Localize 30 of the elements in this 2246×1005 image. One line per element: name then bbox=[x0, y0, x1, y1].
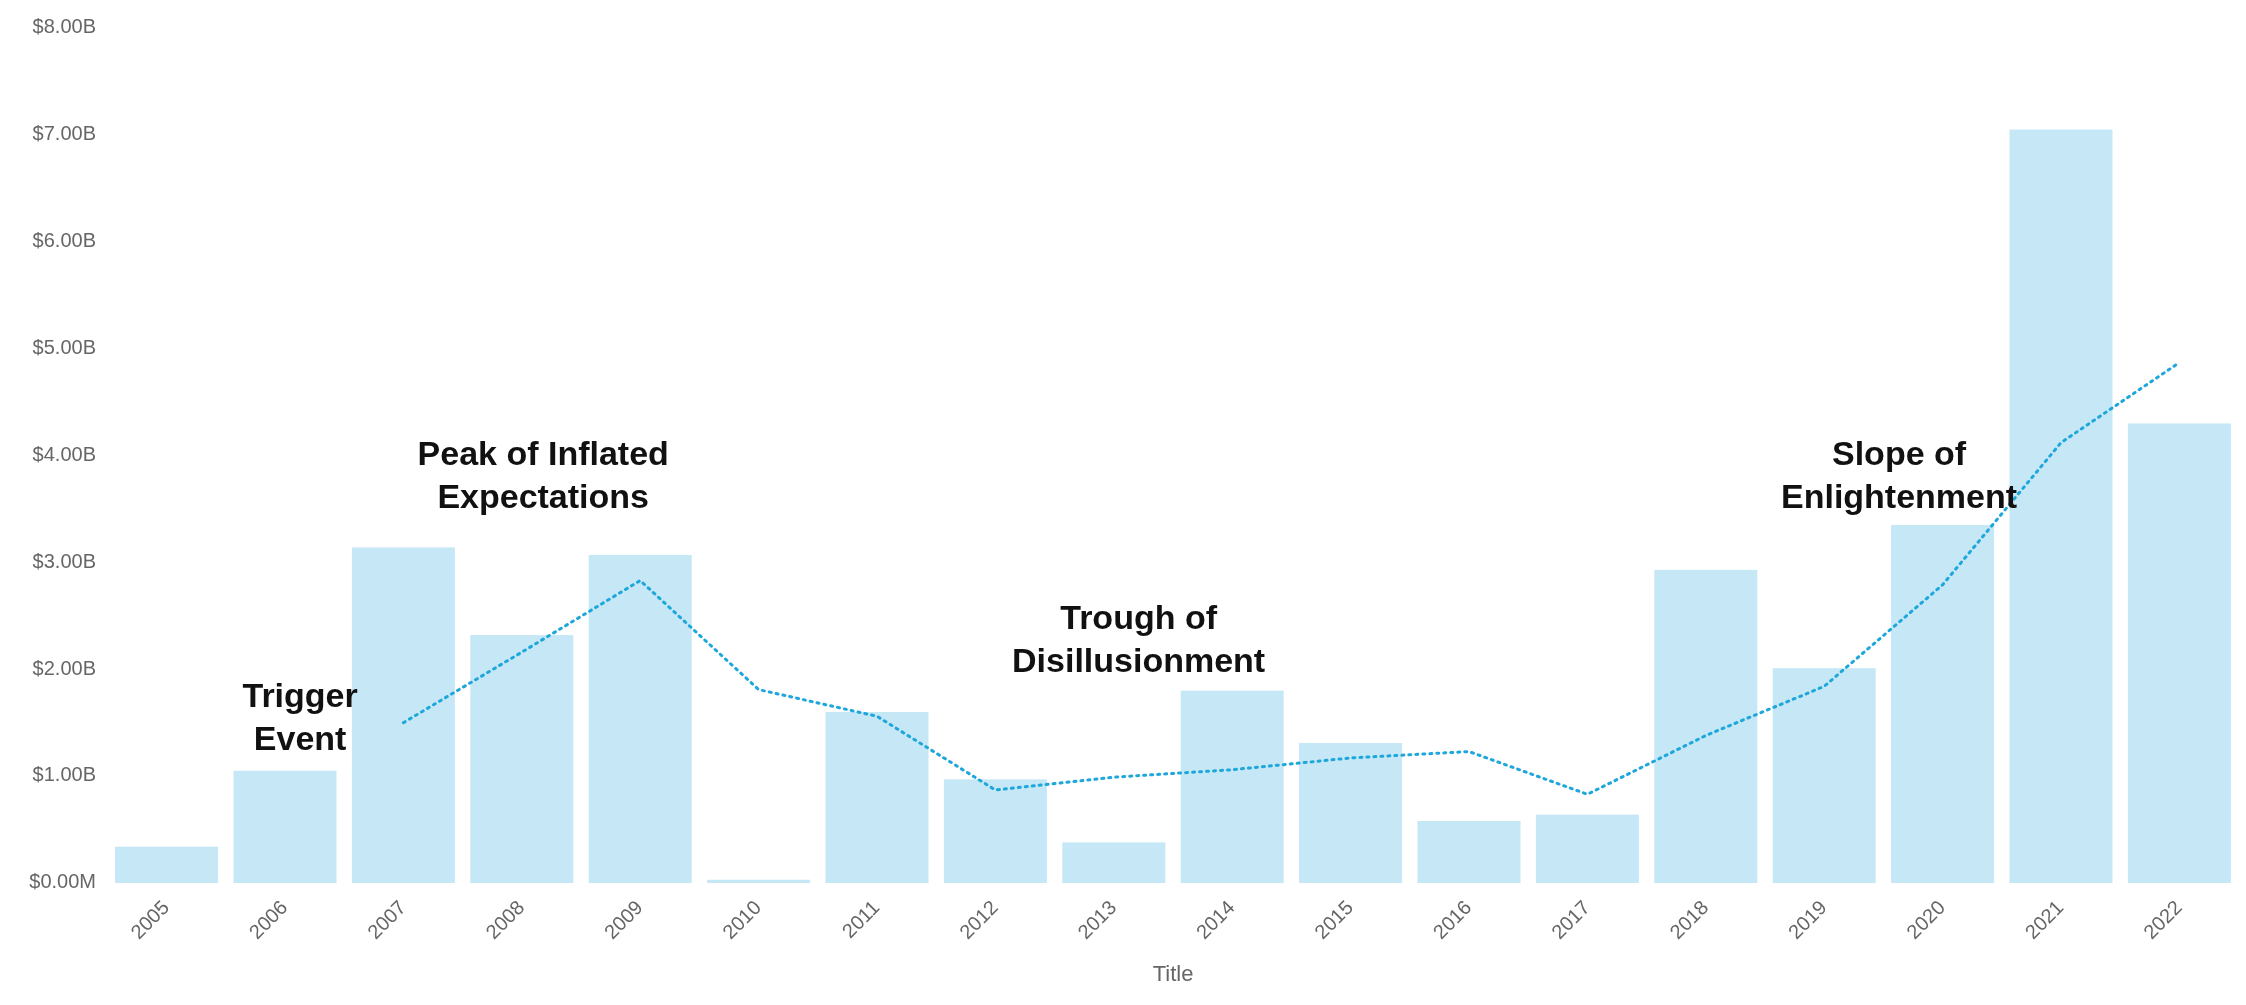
bar bbox=[1535, 814, 1639, 883]
bar bbox=[1772, 668, 1876, 883]
y-tick-label: $2.00B bbox=[32, 656, 96, 679]
bar bbox=[115, 846, 219, 883]
bar bbox=[2127, 423, 2231, 883]
bar bbox=[1180, 690, 1284, 883]
bar bbox=[1654, 569, 1758, 883]
y-tick-label: $4.00B bbox=[32, 442, 96, 465]
bar bbox=[470, 635, 574, 883]
annotation: Trough of Disillusionment bbox=[1012, 597, 1266, 679]
bar bbox=[943, 779, 1047, 883]
bar bbox=[825, 712, 929, 883]
y-tick-label: $6.00B bbox=[32, 229, 96, 252]
annotation: Slope of Enlightenment bbox=[1780, 434, 2018, 516]
x-axis-title: Title bbox=[1152, 961, 1194, 986]
annotation: Peak of Inflated Expectations bbox=[417, 434, 669, 516]
y-tick-label: $0.00M bbox=[29, 870, 96, 893]
bar bbox=[1417, 821, 1521, 883]
bar bbox=[1891, 524, 1995, 883]
bar bbox=[707, 879, 811, 883]
annotation: Trigger Event bbox=[242, 676, 358, 758]
y-tick-label: $5.00B bbox=[32, 335, 96, 358]
y-tick-label: $1.00B bbox=[32, 763, 96, 786]
bar bbox=[233, 770, 337, 883]
y-tick-label: $3.00B bbox=[32, 549, 96, 572]
bar bbox=[1062, 842, 1166, 883]
y-tick-label: $8.00B bbox=[32, 15, 96, 38]
bar bbox=[1299, 742, 1403, 883]
bar bbox=[588, 554, 692, 883]
y-tick-label: $7.00B bbox=[32, 122, 96, 145]
